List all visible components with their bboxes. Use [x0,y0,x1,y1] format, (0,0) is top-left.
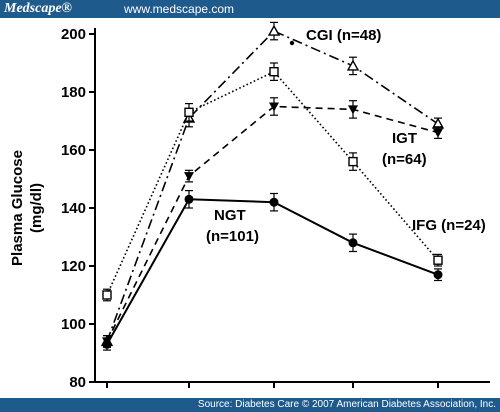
series-label-0: CGI (n=48) [306,27,381,44]
series-label-3: (n=101) [206,228,259,245]
data-point [269,197,279,207]
header-bar: Medscape® www.medscape.com [0,0,500,18]
source-credit: Source: Diabetes Care © 2007 American Di… [197,399,496,410]
y-tick-label: 80 [69,374,86,391]
data-point [269,102,279,112]
data-point [433,128,443,138]
data-point [102,290,112,300]
site-url[interactable]: www.medscape.com [124,2,235,16]
glucose-chart: Plasma Glucose (mg/dl) 80 100 120 140 160 180 2… [9,21,490,391]
data-point [184,172,194,182]
series-label-1: (n=64) [382,151,427,168]
data-point [267,24,281,36]
data-point [348,156,358,167]
y-tick-label: 140 [61,200,86,217]
data-point [433,270,443,280]
series-line [106,105,439,342]
y-axis-title: (mg/dl) [28,183,45,233]
y-tick-label: 160 [61,142,86,159]
data-point [348,105,358,115]
data-point [433,255,443,265]
y-tick-label: 200 [61,26,86,43]
y-axis-label: Plasma Glucose (mg/dl) [9,150,45,266]
data-point [184,107,194,118]
data-point [269,67,279,77]
medscape-logo[interactable]: Medscape® [4,1,72,16]
series-layer [100,21,445,351]
y-tick-label: 120 [61,258,86,275]
series-1 [102,97,443,348]
series-2 [102,62,443,302]
data-point [102,339,112,349]
data-point [184,194,194,204]
series-label-2: IFG (n=24) [412,217,486,234]
series-3 [102,190,443,351]
series-line [106,70,439,296]
series-line [106,198,439,345]
data-point [346,59,360,71]
footer-bar: Source: Diabetes Care © 2007 American Di… [0,398,500,412]
y-tick-label: 180 [61,84,86,101]
cgi-label-dot [289,40,295,46]
data-point [348,238,358,248]
series-label-3: NGT [214,207,246,224]
series-line [106,30,439,342]
y-tick-label: 100 [61,316,86,333]
y-axis-title: Plasma Glucose [9,150,26,266]
axes: 80 100 120 140 160 180 200 [61,26,490,391]
series-label-1: IGT [392,130,417,147]
series-labels: CGI (n=48) IGT (n=64) IFG (n=24) NGT (n=101) [206,27,486,245]
